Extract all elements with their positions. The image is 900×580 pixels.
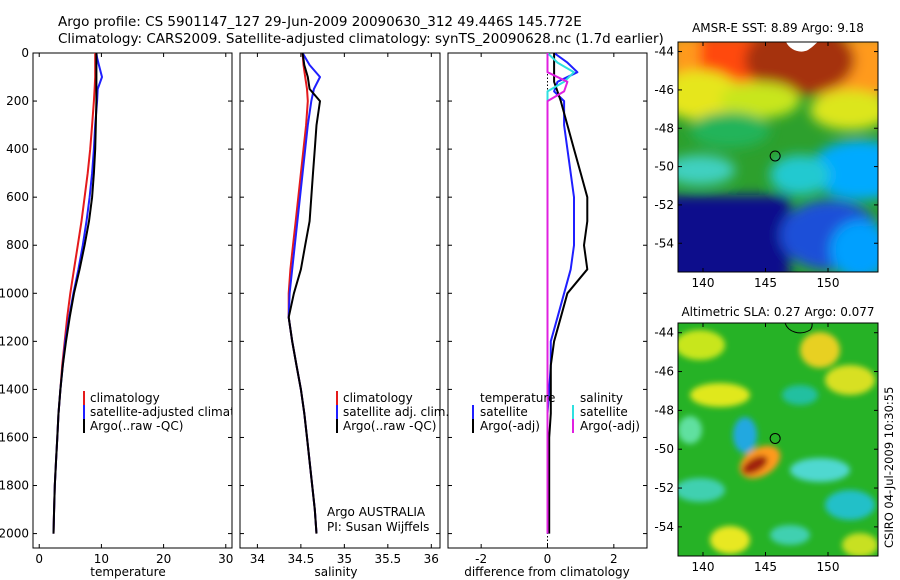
temperature-profiles — [52, 53, 103, 534]
temperature-legend-climatology: climatology — [90, 391, 160, 405]
lat-tick-label: -48 — [654, 403, 674, 417]
temperature-legend: climatology satellite-adjusted climatolo… — [83, 391, 268, 433]
lat-tick-label: -44 — [654, 326, 674, 340]
depth-tick-label: 1800 — [0, 479, 29, 493]
x-tick-label: 30 — [218, 552, 233, 566]
sst-heatmap — [678, 42, 878, 272]
depth-tick-label: 1600 — [0, 430, 29, 444]
lat-tick-label: -52 — [654, 481, 674, 495]
depth-tick-label: 1200 — [0, 334, 29, 348]
temperature-xlabel: temperature — [90, 565, 165, 579]
program-label: Argo AUSTRALIA — [327, 505, 426, 519]
sst-longitude-axis: 140 145 150 — [692, 42, 840, 290]
temperature-panel: 0 200 400 600 800 1000 1200 1400 1600 1800 2000 0 1… — [0, 46, 268, 579]
difference-legend-group-temperature: temperature — [480, 391, 555, 405]
difference-legend-group-salinity: salinity — [580, 391, 623, 405]
depth-tick-label: 1000 — [0, 286, 29, 300]
depth-tick-label: 800 — [6, 238, 29, 252]
difference-depth-ticks — [448, 52, 647, 535]
lat-tick-label: -50 — [654, 160, 674, 174]
salinity-depth-ticks — [240, 52, 440, 535]
salinity-x-axis: 34 34.5 35 35.5 36 — [250, 53, 439, 566]
x-tick-label: 36 — [424, 552, 439, 566]
lat-tick-label: -46 — [654, 365, 674, 379]
depth-tick-label: 1400 — [0, 382, 29, 396]
difference-legend-sal-argo: Argo(-adj) — [580, 419, 640, 433]
lat-tick-label: -52 — [654, 198, 674, 212]
x-tick-label: 20 — [156, 552, 171, 566]
depth-tick-label: 400 — [6, 142, 29, 156]
lon-tick-label: 145 — [754, 276, 777, 290]
lat-tick-label: -54 — [654, 236, 674, 250]
temperature-plot-frame — [32, 52, 233, 549]
sst-latitude-axis: -44 -46 -48 -50 -52 -54 — [654, 45, 878, 250]
sla-map-frame — [677, 322, 879, 557]
x-tick-label: 10 — [94, 552, 109, 566]
x-tick-label: 34 — [250, 552, 265, 566]
difference-legend-sal-satellite: satellite — [580, 405, 628, 419]
lon-tick-label: 140 — [692, 276, 715, 290]
x-tick-label: 34.5 — [288, 552, 315, 566]
difference-panel: -2 0 2 difference from climatology tempera… — [447, 52, 648, 579]
series-line-argo-raw-qc — [287, 53, 321, 534]
x-tick-label: 2 — [610, 552, 618, 566]
difference-legend: temperature satellite Argo(-adj) salinit… — [472, 391, 640, 433]
lat-tick-label: -48 — [654, 121, 674, 135]
salinity-panel: 34 34.5 35 35.5 36 salinity climatology sate… — [239, 52, 449, 579]
series-line-temperature-argo-adj — [548, 53, 589, 534]
difference-legend-temp-argo: Argo(-adj) — [480, 419, 540, 433]
sst-argo-location-marker — [769, 150, 781, 162]
temperature-legend-argo: Argo(..raw -QC) — [90, 419, 183, 433]
salinity-legend-climatology: climatology — [343, 391, 413, 405]
series-line-argo-raw-qc — [52, 53, 98, 534]
temperature-x-axis: 0 10 20 30 — [35, 53, 233, 566]
salinity-legend: climatology satellite adj. clim. Argo(..… — [336, 391, 449, 433]
salinity-legend-argo: Argo(..raw -QC) — [343, 419, 436, 433]
sla-heatmap — [678, 323, 878, 556]
x-tick-label: 35 — [337, 552, 352, 566]
sst-map-title: AMSR-E SST: 8.89 Argo: 9.18 — [692, 21, 864, 35]
sla-map-panel: Altimetric SLA: 0.27 Argo: 0.077 — [654, 305, 879, 574]
depth-tick-label: 0 — [21, 46, 29, 60]
series-line-salinity-argo-adj — [546, 53, 569, 534]
lon-tick-label: 150 — [817, 560, 840, 574]
lat-tick-label: -46 — [654, 83, 674, 97]
figure-title-line1: Argo profile: CS 5901147_127 29-Jun-2009… — [58, 14, 582, 30]
lat-tick-label: -54 — [654, 520, 674, 534]
x-tick-label: 0 — [35, 552, 43, 566]
x-tick-label: 35.5 — [374, 552, 401, 566]
difference-legend-temp-satellite: satellite — [480, 405, 528, 419]
pi-label: PI: Susan Wijffels — [327, 520, 429, 534]
lon-tick-label: 140 — [692, 560, 715, 574]
lat-tick-label: -50 — [654, 442, 674, 456]
depth-tick-label: 600 — [6, 190, 29, 204]
sla-longitude-axis: 140 145 150 — [692, 323, 840, 574]
salinity-xlabel: salinity — [314, 565, 357, 579]
sst-map-frame — [677, 41, 879, 273]
depth-tick-label: 2000 — [0, 527, 29, 541]
lon-tick-label: 150 — [817, 276, 840, 290]
temperature-legend-satellite: satellite-adjusted climatology — [90, 405, 268, 419]
salinity-legend-satellite: satellite adj. clim. — [343, 405, 449, 419]
salinity-profiles — [287, 53, 321, 534]
sla-latitude-axis: -44 -46 -48 -50 -52 -54 — [654, 326, 878, 534]
sla-argo-location-marker — [769, 432, 781, 444]
sst-map-panel: AMSR-E SST: 8.89 Argo: 9.18 - — [654, 21, 879, 290]
sla-map-title: Altimetric SLA: 0.27 Argo: 0.077 — [681, 305, 874, 319]
difference-profiles — [546, 53, 589, 534]
x-tick-label: 0 — [544, 552, 552, 566]
figure-title-line2: Climatology: CARS2009. Satellite-adjuste… — [58, 31, 664, 47]
difference-xlabel: difference from climatology — [464, 565, 630, 579]
lat-tick-label: -44 — [654, 45, 674, 59]
salinity-plot-frame — [239, 52, 441, 549]
depth-tick-label: 200 — [6, 94, 29, 108]
x-tick-label: -2 — [475, 552, 487, 566]
lon-tick-label: 145 — [754, 560, 777, 574]
depth-axis: 0 200 400 600 800 1000 1200 1400 1600 1800 2000 — [0, 46, 232, 541]
credit-timestamp: CSIRO 04-Jul-2009 10:30:55 — [882, 387, 896, 548]
